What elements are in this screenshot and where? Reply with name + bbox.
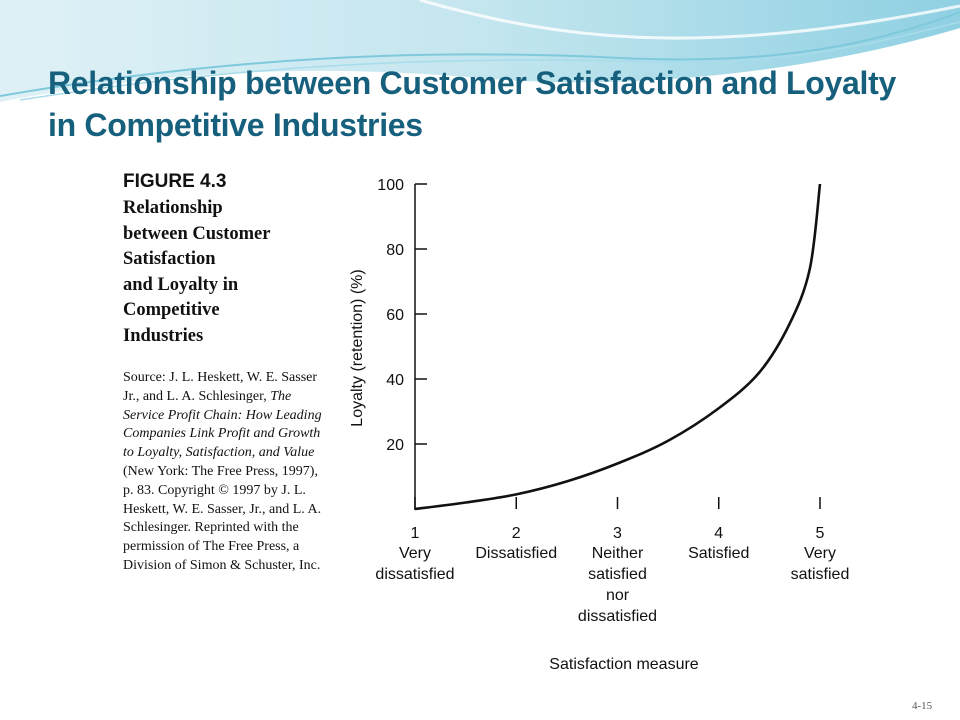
x-category-label: dissatisfied [578, 608, 657, 625]
source-book-title: The Service Profit Chain: How Leading Co… [123, 388, 322, 461]
x-tick-label: 4 [714, 525, 723, 542]
slide-title: Relationship between Customer Satisfacti… [48, 65, 896, 143]
x-category-label: dissatisfied [375, 566, 454, 583]
x-category-label: Very [399, 545, 431, 562]
x-tick-label: 3 [613, 525, 622, 542]
y-axis-ticks: 20 40 60 80 100 [377, 177, 427, 454]
figure-heading: Relationship between Customer Satisfacti… [123, 198, 271, 346]
x-axis-category-labels: Very dissatisfied Dissatisfied Neither satis… [375, 545, 849, 625]
figure-number: FIGURE 4.3 [123, 171, 227, 192]
figure-panel [120, 165, 870, 685]
slide-header-decoration [0, 0, 960, 102]
x-category-label: Dissatisfied [475, 545, 557, 562]
y-tick-label: 40 [386, 372, 404, 389]
x-tick-label: 1 [411, 525, 420, 542]
x-category-label: Very [804, 545, 836, 562]
y-tick-label: 100 [377, 177, 404, 194]
x-axis-title: Satisfaction measure [549, 656, 699, 673]
loyalty-curve [414, 183, 822, 511]
x-axis-ticks: 1 2 3 4 5 [411, 497, 825, 542]
y-tick-label: 60 [386, 307, 404, 324]
figure-caption: FIGURE 4.3 Relationship between Customer… [123, 170, 323, 576]
figure-source: Source: J. L. Heskett, W. E. Sasser Jr.,… [123, 369, 323, 576]
slide-number: 4-15 [912, 700, 933, 712]
x-category-label: satisfied [588, 566, 647, 583]
x-tick-label: 5 [816, 525, 825, 542]
x-tick-label: 2 [512, 525, 521, 542]
y-tick-label: 80 [386, 242, 404, 259]
source-suffix: (New York: The Free Press, 1997), p. 83.… [123, 463, 322, 573]
y-axis-title: Loyalty (retention) (%) [349, 269, 366, 426]
y-tick-label: 20 [386, 437, 404, 454]
x-category-label: nor [606, 587, 630, 604]
source-prefix: Source: J. L. Heskett, W. E. Sasser Jr.,… [123, 370, 318, 404]
x-category-label: Neither [592, 545, 644, 562]
x-category-label: satisfied [791, 566, 850, 583]
x-category-label: Satisfied [688, 545, 749, 562]
